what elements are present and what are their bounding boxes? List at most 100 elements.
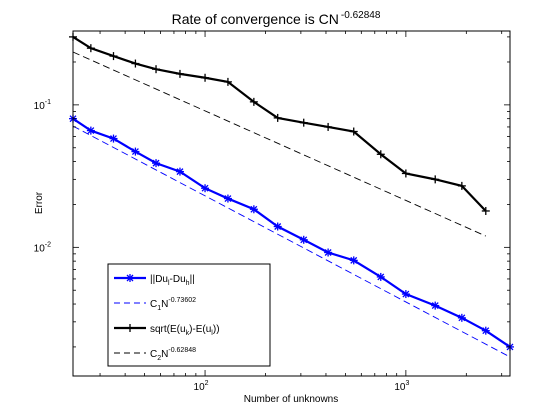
legend-label-part: k xyxy=(186,330,190,337)
legend-label: sqrt(E(uk)-E(ul)) xyxy=(150,324,220,337)
x-axis-label: Number of unknowns xyxy=(244,394,339,405)
series-2 xyxy=(69,32,490,215)
series-0-point-d2 xyxy=(482,327,490,335)
series-2-point xyxy=(223,77,232,86)
series-0-point xyxy=(481,326,490,335)
legend-label-part: -Du xyxy=(170,274,186,285)
legend-label-part: ||Du xyxy=(150,274,168,285)
y-tick-label-exponent: -1 xyxy=(45,99,51,106)
series-0-point xyxy=(109,134,118,143)
series-2-point xyxy=(401,169,410,178)
series-0-point xyxy=(349,256,358,265)
series-2-point xyxy=(376,150,385,159)
series-2-point xyxy=(457,181,466,190)
series-0-point xyxy=(401,290,410,299)
series-2-point xyxy=(175,69,184,78)
series-0-point-d2 xyxy=(377,273,385,281)
y-tick-label-exponent: -2 xyxy=(45,241,51,248)
legend-label-part: 2 xyxy=(157,355,161,362)
series-2-point xyxy=(152,65,161,74)
legend-entry-3: C2N-0.62848 xyxy=(114,347,196,362)
series-2-point xyxy=(431,175,440,184)
legend-label-part: 1 xyxy=(157,305,161,312)
series-0-point-d2 xyxy=(274,223,282,230)
series-0-point xyxy=(86,126,95,135)
legend-label-part: || xyxy=(190,274,195,285)
x-tick-label: 102 xyxy=(194,380,209,393)
series-2-point xyxy=(481,206,490,215)
series-0-point-d2 xyxy=(300,236,308,244)
series-0-point-d2 xyxy=(110,135,117,143)
legend: ||Dul-Duh||C1N-0.73602sqrt(E(uk)-E(ul))C… xyxy=(107,263,271,367)
legend-label-part: N xyxy=(161,299,168,310)
legend-label: C1N-0.73602 xyxy=(150,297,196,312)
series-2-point xyxy=(249,97,258,106)
x-tick-label-base: 10 xyxy=(194,382,206,393)
y-tick-label: 10-1 xyxy=(34,99,51,112)
x-tick-label-base: 10 xyxy=(394,382,406,393)
x-tick-label: 103 xyxy=(394,380,409,393)
series-0-point-d2 xyxy=(250,205,258,213)
series-0-point xyxy=(431,301,440,310)
legend-swatch-marker xyxy=(126,274,134,282)
x-tick-label-exponent: 3 xyxy=(405,380,409,387)
y-tick-label-base: 10 xyxy=(34,101,46,112)
y-tick-label-base: 10 xyxy=(34,243,46,254)
legend-swatch-marker-d2 xyxy=(126,274,134,282)
legend-label-part: h xyxy=(186,280,190,287)
legend-label-part: sqrt(E(u xyxy=(150,324,186,335)
x-tick-label-exponent: 2 xyxy=(205,380,209,387)
series-2-point xyxy=(324,122,333,131)
series-2-point xyxy=(299,118,308,127)
chart-title-exponent: -0.62848 xyxy=(341,10,381,21)
series-0-point-d2 xyxy=(458,314,466,322)
series-layer xyxy=(69,32,514,358)
series-2-point xyxy=(86,44,95,53)
legend-label-part: l xyxy=(168,280,170,287)
series-0-point-d2 xyxy=(152,159,160,167)
series-0-point xyxy=(273,222,282,231)
series-0-point xyxy=(376,272,385,281)
legend-label-part: -0.73602 xyxy=(168,297,196,304)
series-1 xyxy=(72,125,511,358)
series-2-point xyxy=(349,127,358,136)
y-axis-label: Error xyxy=(34,191,45,214)
legend-entry-1: C1N-0.73602 xyxy=(114,297,196,312)
series-0-point-d2 xyxy=(201,184,209,192)
series-0-point-d2 xyxy=(87,127,95,135)
legend-label-part: N xyxy=(161,349,168,360)
series-1-line xyxy=(72,125,511,358)
legend-label-part: -0.62848 xyxy=(168,347,196,354)
series-0-point-d2 xyxy=(350,256,358,264)
series-0 xyxy=(69,114,514,351)
series-0-point xyxy=(223,194,232,203)
series-0-point-d2 xyxy=(176,168,184,176)
series-2-point xyxy=(109,52,118,61)
legend-entry-0: ||Dul-Duh|| xyxy=(114,274,195,287)
series-0-point-d2 xyxy=(224,195,232,203)
series-0-point xyxy=(152,159,161,168)
legend-label: C2N-0.62848 xyxy=(150,347,196,362)
chart-title-text: Rate of convergence is CN xyxy=(172,11,339,27)
series-0-point-d2 xyxy=(131,148,139,156)
series-0-point xyxy=(131,147,140,156)
series-0-point xyxy=(249,205,258,214)
series-3-line xyxy=(72,51,486,237)
y-tick-label: 10-2 xyxy=(34,241,51,254)
legend-box xyxy=(107,263,271,367)
legend-entry-2: sqrt(E(uk)-E(ul)) xyxy=(114,324,220,337)
chart-title: Rate of convergence is CN -0.62848 xyxy=(172,10,381,27)
series-0-point xyxy=(175,167,184,176)
series-2-point xyxy=(273,113,282,122)
series-3 xyxy=(72,51,486,237)
axes-frame xyxy=(72,30,511,377)
series-2-line xyxy=(72,35,487,212)
series-0-point-d2 xyxy=(431,302,439,310)
series-0-point xyxy=(457,313,466,322)
legend-label-part: )) xyxy=(213,324,220,335)
legend-label-part: )-E(u xyxy=(189,324,211,335)
series-0-point xyxy=(324,248,333,257)
legend-label: ||Dul-Duh|| xyxy=(150,274,195,287)
legend-label-part: C xyxy=(150,299,157,310)
